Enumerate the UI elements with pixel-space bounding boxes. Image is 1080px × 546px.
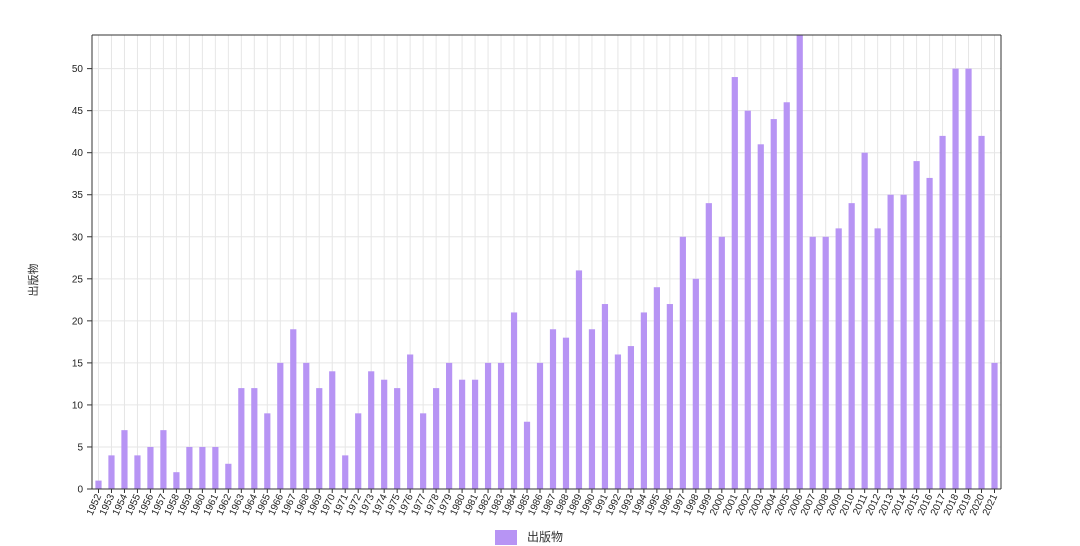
bar-2010[interactable] xyxy=(848,203,855,490)
bar-1961[interactable] xyxy=(212,446,219,489)
bar-1966[interactable] xyxy=(277,362,284,489)
bar-1968[interactable] xyxy=(303,362,310,489)
bar-2001[interactable] xyxy=(731,77,738,489)
bar-1999[interactable] xyxy=(705,203,712,490)
bar-1980[interactable] xyxy=(458,379,466,489)
bar-1996[interactable] xyxy=(666,304,673,489)
bar-2017[interactable] xyxy=(939,135,946,489)
legend-label: 出版物 xyxy=(527,530,563,544)
bar-2013[interactable] xyxy=(887,194,894,490)
bars-group xyxy=(95,35,998,490)
bar-1975[interactable] xyxy=(394,388,401,489)
bar-1973[interactable] xyxy=(368,371,375,489)
bar-1995[interactable] xyxy=(653,287,660,489)
bar-1984[interactable] xyxy=(510,312,518,489)
bar-1963[interactable] xyxy=(238,388,245,489)
bar-1979[interactable] xyxy=(446,362,453,489)
y-tick-label: 35 xyxy=(72,190,84,201)
y-axis-title: 出版物 xyxy=(26,264,40,297)
bar-1998[interactable] xyxy=(692,278,699,489)
y-tick-label: 40 xyxy=(72,148,84,159)
bar-2000[interactable] xyxy=(718,236,725,489)
bar-2004[interactable] xyxy=(770,119,777,490)
bar-2016[interactable] xyxy=(926,177,933,490)
bar-1970[interactable] xyxy=(329,371,336,489)
bar-1986[interactable] xyxy=(536,362,544,489)
bar-1993[interactable] xyxy=(627,346,635,489)
bar-2006[interactable] xyxy=(796,35,803,489)
y-tick-label: 15 xyxy=(72,358,84,369)
bar-2021[interactable] xyxy=(991,362,998,489)
bar-1978[interactable] xyxy=(433,388,440,489)
y-tick-label: 0 xyxy=(77,485,83,496)
bar-1990[interactable] xyxy=(588,329,596,489)
bar-1971[interactable] xyxy=(342,455,349,489)
bar-2019[interactable] xyxy=(965,68,972,489)
legend[interactable]: 出版物 xyxy=(495,530,563,545)
bar-2007[interactable] xyxy=(809,236,816,489)
bar-1997[interactable] xyxy=(679,236,686,489)
bar-1967[interactable] xyxy=(290,329,297,489)
bar-1982[interactable] xyxy=(484,362,492,489)
bar-2020[interactable] xyxy=(978,135,985,489)
legend-swatch xyxy=(495,530,517,545)
bar-1962[interactable] xyxy=(225,463,232,489)
bar-1972[interactable] xyxy=(355,413,362,489)
bar-2009[interactable] xyxy=(835,228,842,490)
bar-2003[interactable] xyxy=(757,144,764,489)
bar-1958[interactable] xyxy=(173,472,180,489)
bar-2018[interactable] xyxy=(952,68,959,489)
y-tick-label: 20 xyxy=(72,316,84,327)
bar-1969[interactable] xyxy=(316,388,323,489)
bar-1964[interactable] xyxy=(251,388,258,489)
bar-1954[interactable] xyxy=(121,430,128,489)
y-tick-label: 25 xyxy=(72,274,84,285)
bar-1953[interactable] xyxy=(108,455,115,489)
y-tick-label: 10 xyxy=(72,400,84,411)
bar-1955[interactable] xyxy=(134,455,141,489)
x-tick-labels: 1952195319541955195619571958195919601961… xyxy=(85,492,1001,517)
bar-1977[interactable] xyxy=(420,413,427,489)
bar-1952[interactable] xyxy=(95,480,102,489)
bar-2014[interactable] xyxy=(900,194,907,490)
bar-1988[interactable] xyxy=(562,337,570,489)
bar-1987[interactable] xyxy=(549,329,557,489)
y-tick-label: 5 xyxy=(77,442,83,453)
bar-1974[interactable] xyxy=(381,379,388,489)
bar-2015[interactable] xyxy=(913,161,920,489)
bar-2008[interactable] xyxy=(822,236,829,489)
y-tick-label: 45 xyxy=(72,106,84,117)
bar-1989[interactable] xyxy=(575,270,583,489)
bar-2012[interactable] xyxy=(874,228,881,490)
bar-1992[interactable] xyxy=(614,354,622,489)
bar-1960[interactable] xyxy=(199,446,206,489)
bar-1959[interactable] xyxy=(186,446,193,489)
bar-1957[interactable] xyxy=(160,430,167,489)
bar-2002[interactable] xyxy=(744,110,751,490)
bar-1956[interactable] xyxy=(147,446,154,489)
bar-1965[interactable] xyxy=(264,413,271,489)
bar-1976[interactable] xyxy=(407,354,414,489)
axes xyxy=(87,34,1002,493)
bar-1991[interactable] xyxy=(601,304,609,489)
bar-1985[interactable] xyxy=(523,421,531,489)
bar-2005[interactable] xyxy=(783,102,790,489)
y-tick-label: 30 xyxy=(72,232,84,243)
y-tick-labels: 0 5 10 15 20 25 30 35 40 45 50 xyxy=(72,64,84,495)
bar-1981[interactable] xyxy=(471,379,479,489)
bar-2011[interactable] xyxy=(861,152,868,489)
bar-1983[interactable] xyxy=(497,362,505,489)
bar-1994[interactable] xyxy=(640,312,647,489)
y-tick-label: 50 xyxy=(72,64,84,75)
